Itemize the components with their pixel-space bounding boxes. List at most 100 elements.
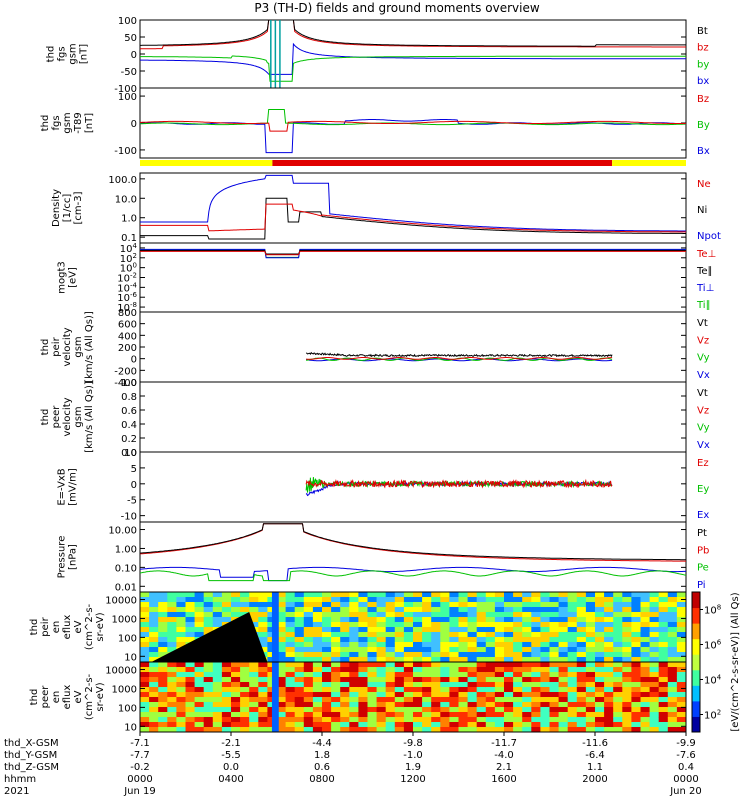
mode-bar <box>140 160 686 166</box>
y-tick-label: -10 <box>121 512 137 523</box>
y-axis-label: thd <box>40 115 51 132</box>
x-tick-value: 0000 <box>127 774 152 785</box>
series-Vt <box>306 351 613 358</box>
y-axis-label: mogt3 <box>57 261 68 294</box>
y-axis-label: velocity <box>62 397 73 436</box>
panel-peer-velocity: 1.0 0.8 0.6 0.4 0.2 0.0 thd peer velocity gsm [km/… <box>40 378 710 459</box>
y-tick-label: -200 <box>114 366 137 377</box>
y-axis-label: gsm <box>68 43 79 64</box>
y-axis-label: [eV] <box>68 267 79 288</box>
y-axis-label: fgs <box>51 115 62 130</box>
y-axis-label: [nT] <box>79 44 90 64</box>
y-tick-label: 0.6 <box>121 406 137 417</box>
panel-density: 100.0 10.0 1.0 0.1 Density [1/cc] [cm-3] Ne Ni Np… <box>51 172 721 244</box>
y-tick-label: -50 <box>121 67 137 78</box>
x-tick-value: 1200 <box>400 774 425 785</box>
y-axis-label: thd <box>40 409 51 426</box>
y-tick-label: 200 <box>118 343 137 354</box>
legend-Vy: Vy <box>697 353 710 364</box>
y-axis-label: sr-eV) <box>95 682 106 711</box>
y-axis-label: [mV/m] <box>68 468 79 506</box>
legend-Vx: Vx <box>697 440 710 451</box>
series-Ni <box>140 197 686 240</box>
legend-Ti⊥: Ti⊥ <box>696 283 714 294</box>
y-tick-label: 0 <box>131 50 137 61</box>
y-tick-label: 100 <box>118 633 137 644</box>
legend-Pb: Pb <box>697 545 709 556</box>
legend-Ex: Ex <box>697 510 709 521</box>
y-tick-label: 400 <box>118 331 137 342</box>
date-label: Jun 19 <box>123 786 156 797</box>
y-tick-label: 10000 <box>105 666 137 677</box>
series-Te⊥ <box>140 250 686 256</box>
y-axis-label: en <box>51 691 62 704</box>
mode-segment <box>272 160 613 166</box>
y-tick-label: 1000 <box>112 684 137 695</box>
y-axis-label: gsm <box>73 336 84 357</box>
y-axis-label: sr-eV) <box>95 612 106 641</box>
y-tick-label: 100 <box>118 16 137 27</box>
legend-Pt: Pt <box>697 528 707 539</box>
y-axis-label: (cm^2-s- <box>84 673 95 720</box>
y-axis-label: thd <box>46 46 57 63</box>
x-tick-value: -11.6 <box>582 738 608 749</box>
series-By <box>139 109 686 126</box>
x-tick-value: 0400 <box>218 774 243 785</box>
colorbar-tick: 102 <box>704 709 721 722</box>
y-tick-label: 10000 <box>105 596 137 607</box>
legend-Vz: Vz <box>697 405 709 416</box>
y-axis-label: gsm <box>62 112 73 133</box>
series-Ti⊥ <box>140 248 686 259</box>
legend-Te∥: Te∥ <box>696 266 713 277</box>
x-tick-value: 1.1 <box>587 762 603 773</box>
row-name: hhmm <box>4 774 36 785</box>
series-Vz <box>306 357 613 360</box>
y-tick-label: 0.0 <box>121 448 137 459</box>
x-tick-value: -9.8 <box>403 738 423 749</box>
x-tick-value: 1600 <box>491 774 516 785</box>
x-tick-value: -11.7 <box>491 738 517 749</box>
y-axis-label: [nT] <box>84 113 95 133</box>
x-tick-value: -4.4 <box>312 738 332 749</box>
legend-Bx: Bx <box>697 146 710 157</box>
colorbar-tick: 108 <box>704 604 721 617</box>
legend-bz: bz <box>697 43 709 54</box>
y-tick-label: 10 <box>124 722 137 733</box>
legend-Bz: Bz <box>697 94 709 105</box>
legend-bx: bx <box>697 76 709 87</box>
y-axis-label: (cm^2-s- <box>84 603 95 650</box>
series-bz <box>139 19 686 50</box>
y-tick-label: 0.4 <box>121 420 137 431</box>
series-Te∥ <box>140 250 686 255</box>
legend-Vz: Vz <box>697 335 709 346</box>
series-Npot <box>140 174 686 232</box>
row-name: thd_X-GSM <box>4 738 59 749</box>
mode-segment <box>140 160 273 166</box>
x-tick-value: -4.0 <box>494 750 514 761</box>
colorbar: 108 106 104 102 [eV/(cm^2-s-sr-eV)] (All Qs) <box>691 591 741 733</box>
y-tick-label: 1.00 <box>115 544 137 555</box>
legend-Vt: Vt <box>697 318 708 329</box>
series-bx <box>140 42 686 75</box>
y-axis-label: thd <box>29 619 40 636</box>
x-tick-value: 2000 <box>582 774 607 785</box>
panel-efield: 10 5 0 -5 -10 E=-VxB [mV/m] Ez Ey Ex <box>57 448 710 523</box>
y-axis-label: eV <box>73 690 84 703</box>
y-tick-label: 100.0 <box>108 175 137 186</box>
x-tick-value: -0.2 <box>130 762 150 773</box>
series-Pe <box>139 570 687 582</box>
y-axis-label: eV <box>73 620 84 633</box>
y-axis-label: [1/cc] <box>62 194 73 223</box>
legend-Ey: Ey <box>697 484 709 495</box>
y-axis-label: gsm <box>73 406 84 427</box>
series-Ez <box>305 478 613 489</box>
y-axis-label: peer <box>40 685 51 709</box>
legend-Ez: Ez <box>697 458 709 469</box>
y-tick-label: 0.10 <box>115 563 137 574</box>
y-axis-label: eflux <box>62 685 73 710</box>
date-label: Jun 20 <box>669 786 702 797</box>
panel-peir-eflux: 10000 1000 100 10 thd peir en eflux eV (cm^2-s-sr… <box>29 591 687 663</box>
